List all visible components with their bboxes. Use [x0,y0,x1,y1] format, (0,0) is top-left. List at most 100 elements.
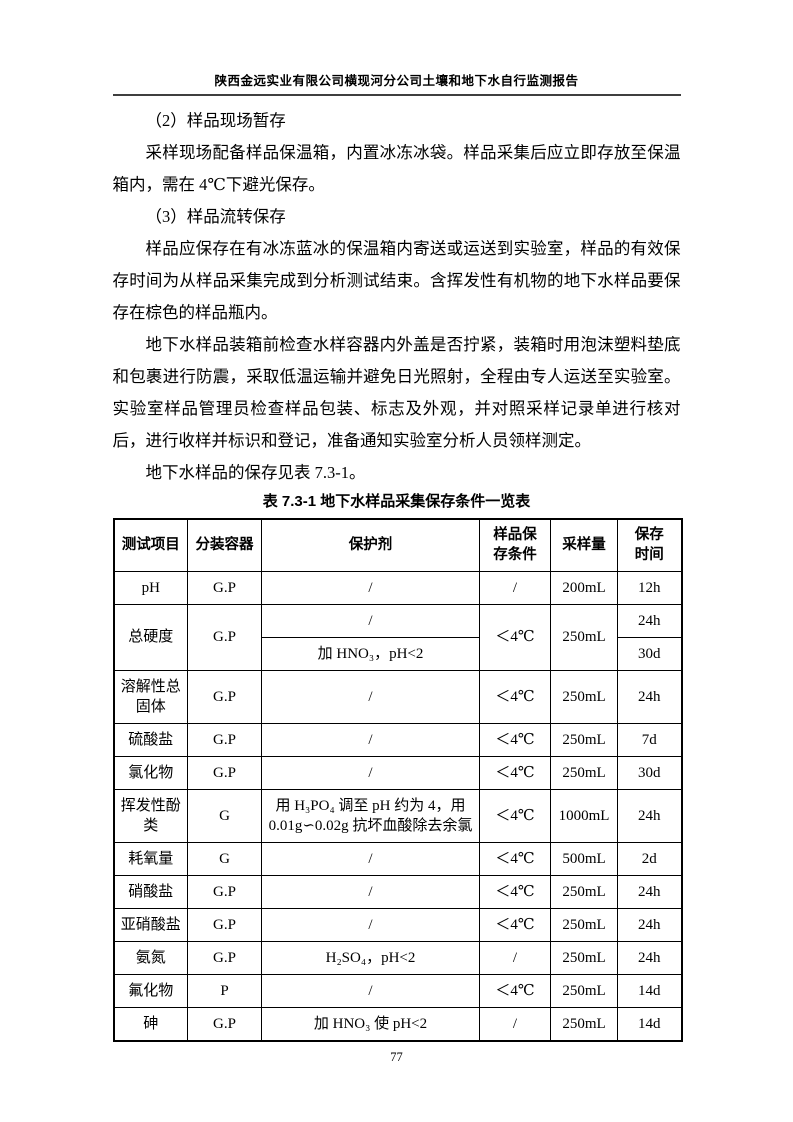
table-row: 砷 G.P 加 HNO₃ 使 pH<2 / 250mL 14d [113,1006,682,1041]
paragraph: 样品应保存在有冰冻蓝冰的保温箱内寄送或运送到实验室，样品的有效保存时间为从样品采… [112,239,681,322]
cell-test-item: 亚硝酸盐 [113,907,188,942]
table-row: 溶解性总固体 G.P / ＜4℃ 250mL 24h [113,669,682,724]
column-header-container: 分装容器 [187,518,262,572]
cell-preservative: / [261,841,480,876]
cell-test-item: 砷 [113,1006,188,1041]
table-row: 加 HNO₃，pH<2 30d [114,636,682,671]
cell-volume: 250mL [550,973,618,1008]
cell-preservative: / [261,874,480,909]
cell-condition: ＜4℃ [479,907,551,942]
cell-time: 12h [617,570,682,605]
cell-volume: 250mL [550,940,618,975]
paragraph: 地下水样品装箱前检查水样容器内外盖是否拧紧，装箱时用泡沫塑料垫底和包裹进行防震，… [112,335,681,450]
cell-preservative: 用 H₃PO₄ 调至 pH 约为 4，用 0.01g∽0.02g 抗坏血酸除去余… [261,788,480,843]
table-row: 硫酸盐 G.P / ＜4℃ 250mL 7d [113,722,682,757]
groundwater-sample-preservation-table: 测试项目 分装容器 保护剂 样品保 存条件 采样量 保存 时间 pH G.P /… [112,518,683,1042]
cell-volume: 250mL [550,1006,618,1041]
cell-preservative: / [261,907,480,942]
table-row: 总硬度 G.P / ＜4℃ 250mL 24h [113,603,682,671]
cell-condition: ＜4℃ [479,755,551,790]
column-header-preservative: 保护剂 [261,518,480,572]
cell-container: G.P [187,722,262,757]
cell-test-item: 硫酸盐 [113,722,188,757]
cell-condition: ＜4℃ [479,973,551,1008]
cell-test-item: pH [113,570,188,605]
cell-condition: ＜4℃ [479,669,551,724]
table-row: 氨氮 G.P H₂SO₄，pH<2 / 250mL 24h [113,940,682,975]
cell-preservative: 加 HNO₃ 使 pH<2 [261,1006,480,1041]
cell-container: G [187,841,262,876]
page-footer: 77 [113,1050,681,1065]
table-header-row: 测试项目 分装容器 保护剂 样品保 存条件 采样量 保存 时间 [113,518,682,572]
cell-time: 30d [617,636,682,671]
page-header: 陕西金远实业有限公司横现河分公司土壤和地下水自行监测报告 [112,0,681,96]
cell-test-item: 耗氧量 [113,841,188,876]
cell-volume: 500mL [550,841,618,876]
section-heading: （3）样品流转保存 [145,207,286,226]
cell-container: G.P [187,1006,262,1041]
table-row: 挥发性酚类 G 用 H₃PO₄ 调至 pH 约为 4，用 0.01g∽0.02g… [113,788,682,843]
cell-condition: ＜4℃ [479,841,551,876]
cell-condition: ＜4℃ [479,722,551,757]
cell-time: 30d [617,755,682,790]
cell-time: 7d [617,722,682,757]
cell-container: P [187,973,262,1008]
cell-volume: 250mL [550,722,618,757]
cell-container: G.P [187,907,262,942]
column-header-holding-time: 保存 时间 [617,518,682,572]
cell-container: G.P [187,874,262,909]
paragraph: 采样现场配备样品保温箱，内置冰冻冰袋。样品采集后应立即存放至保温箱内，需在 4℃… [112,143,681,194]
cell-preservative: / [261,755,480,790]
table-title: 表 7.3-1 地下水样品采集保存条件一览表 [262,493,531,510]
table-row: 耗氧量 G / ＜4℃ 500mL 2d [113,841,682,876]
table-row: 氟化物 P / ＜4℃ 250mL 14d [113,973,682,1008]
cell-preservative: 加 HNO₃，pH<2 [261,636,480,671]
cell-time: 24h [617,907,682,942]
cell-condition: ＜4℃ [479,874,551,909]
cell-preservative: / [261,603,480,638]
column-header-test-item: 测试项目 [113,518,188,572]
cell-condition: / [479,570,551,605]
cell-time: 14d [617,973,682,1008]
table-row: 亚硝酸盐 G.P / ＜4℃ 250mL 24h [113,907,682,942]
table-row: 硝酸盐 G.P / ＜4℃ 250mL 24h [113,874,682,909]
cell-container: G.P [187,570,262,605]
table-row: 氯化物 G.P / ＜4℃ 250mL 30d [113,755,682,790]
cell-volume: 250mL [550,755,618,790]
table-row: pH G.P / / 200mL 12h [113,570,682,605]
cell-condition: / [479,1006,551,1041]
page-number: 77 [390,1049,403,1064]
cell-volume: 200mL [550,570,618,605]
cell-volume: 250mL [550,603,618,671]
cell-preservative: H₂SO₄，pH<2 [261,940,480,975]
cell-time: 2d [617,841,682,876]
body-text: （2）样品现场暂存 采样现场配备样品保温箱，内置冰冻冰袋。样品采集后应立即存放至… [113,105,681,489]
cell-time: 14d [617,1006,682,1041]
cell-container: G.P [187,603,262,671]
column-header-storage-condition: 样品保 存条件 [479,518,551,572]
header-rule [112,94,681,96]
cell-volume: 250mL [550,907,618,942]
cell-volume: 1000mL [550,788,618,843]
cell-container: G.P [187,755,262,790]
column-header-sample-volume: 采样量 [550,518,618,572]
cell-test-item: 氟化物 [113,973,188,1008]
cell-condition: ＜4℃ [479,788,551,843]
cell-container: G.P [187,940,262,975]
cell-time: 24h [617,788,682,843]
paragraph: 地下水样品的保存见表 7.3-1。 [145,463,366,482]
cell-container: G.P [187,669,262,724]
cell-test-item: 总硬度 [113,603,188,671]
cell-time: 24h [617,603,682,638]
section-heading: （2）样品现场暂存 [145,111,286,130]
cell-test-item: 硝酸盐 [113,874,188,909]
cell-preservative: / [261,722,480,757]
cell-preservative: / [261,973,480,1008]
cell-condition: ＜4℃ [479,603,551,671]
cell-container: G [187,788,262,843]
cell-preservative: / [261,570,480,605]
cell-test-item: 溶解性总固体 [113,669,188,724]
cell-time: 24h [617,874,682,909]
cell-condition: / [479,940,551,975]
